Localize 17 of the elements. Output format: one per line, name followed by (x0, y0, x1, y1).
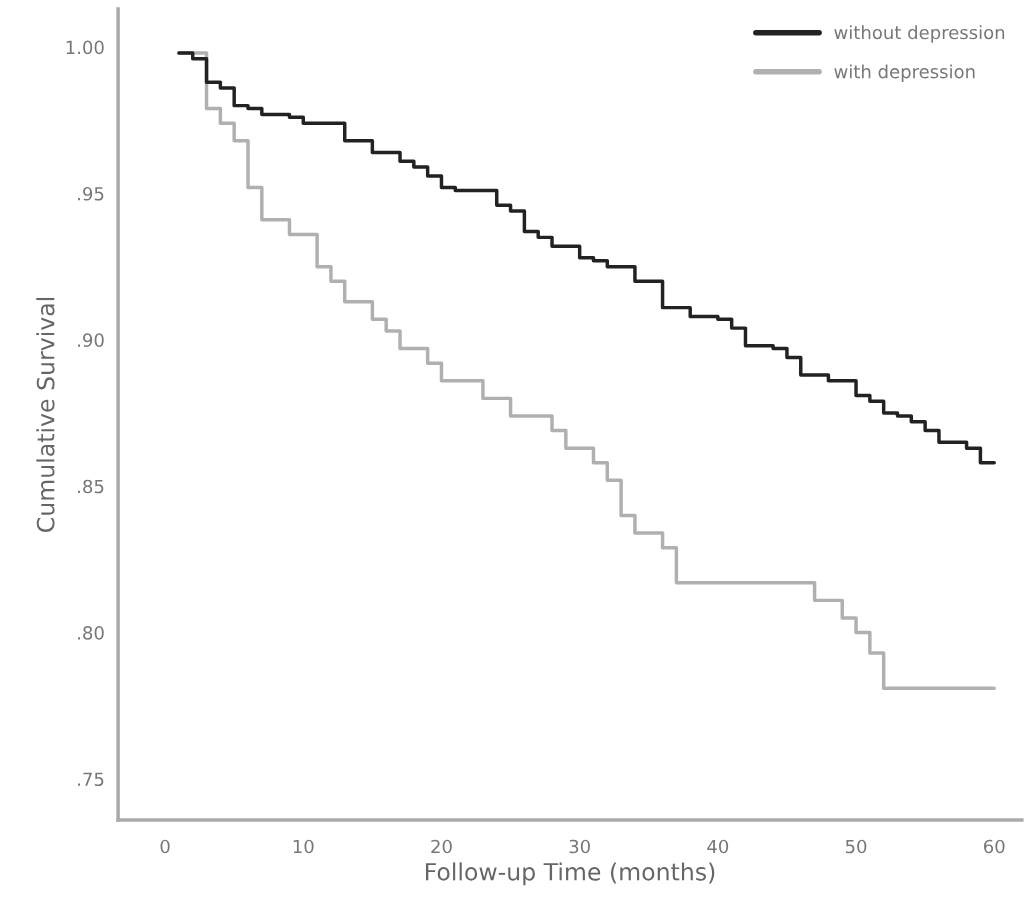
x-tick-label: 40 (707, 839, 729, 854)
y-tick-label: 1.00 (66, 40, 104, 55)
x-tick-label: 0 (160, 839, 170, 854)
y-tick-label: .75 (78, 772, 104, 787)
legend-label: without depression (834, 25, 1005, 43)
y-tick-label: .95 (78, 186, 104, 201)
x-tick-label: 30 (569, 839, 590, 854)
legend-label: with depression (834, 64, 975, 82)
y-tick-label: .90 (78, 333, 104, 347)
y-tick-label: .85 (78, 479, 104, 494)
x-tick-label: 10 (293, 839, 314, 854)
x-axis-title: Follow-up Time (months) (425, 862, 715, 886)
x-tick-label: 60 (984, 839, 1005, 854)
x-tick-label: 20 (431, 839, 452, 854)
y-axis-title: Cumulative Survival (36, 297, 55, 532)
y-tick-label: .80 (78, 626, 104, 640)
x-tick-label: 50 (845, 839, 867, 854)
